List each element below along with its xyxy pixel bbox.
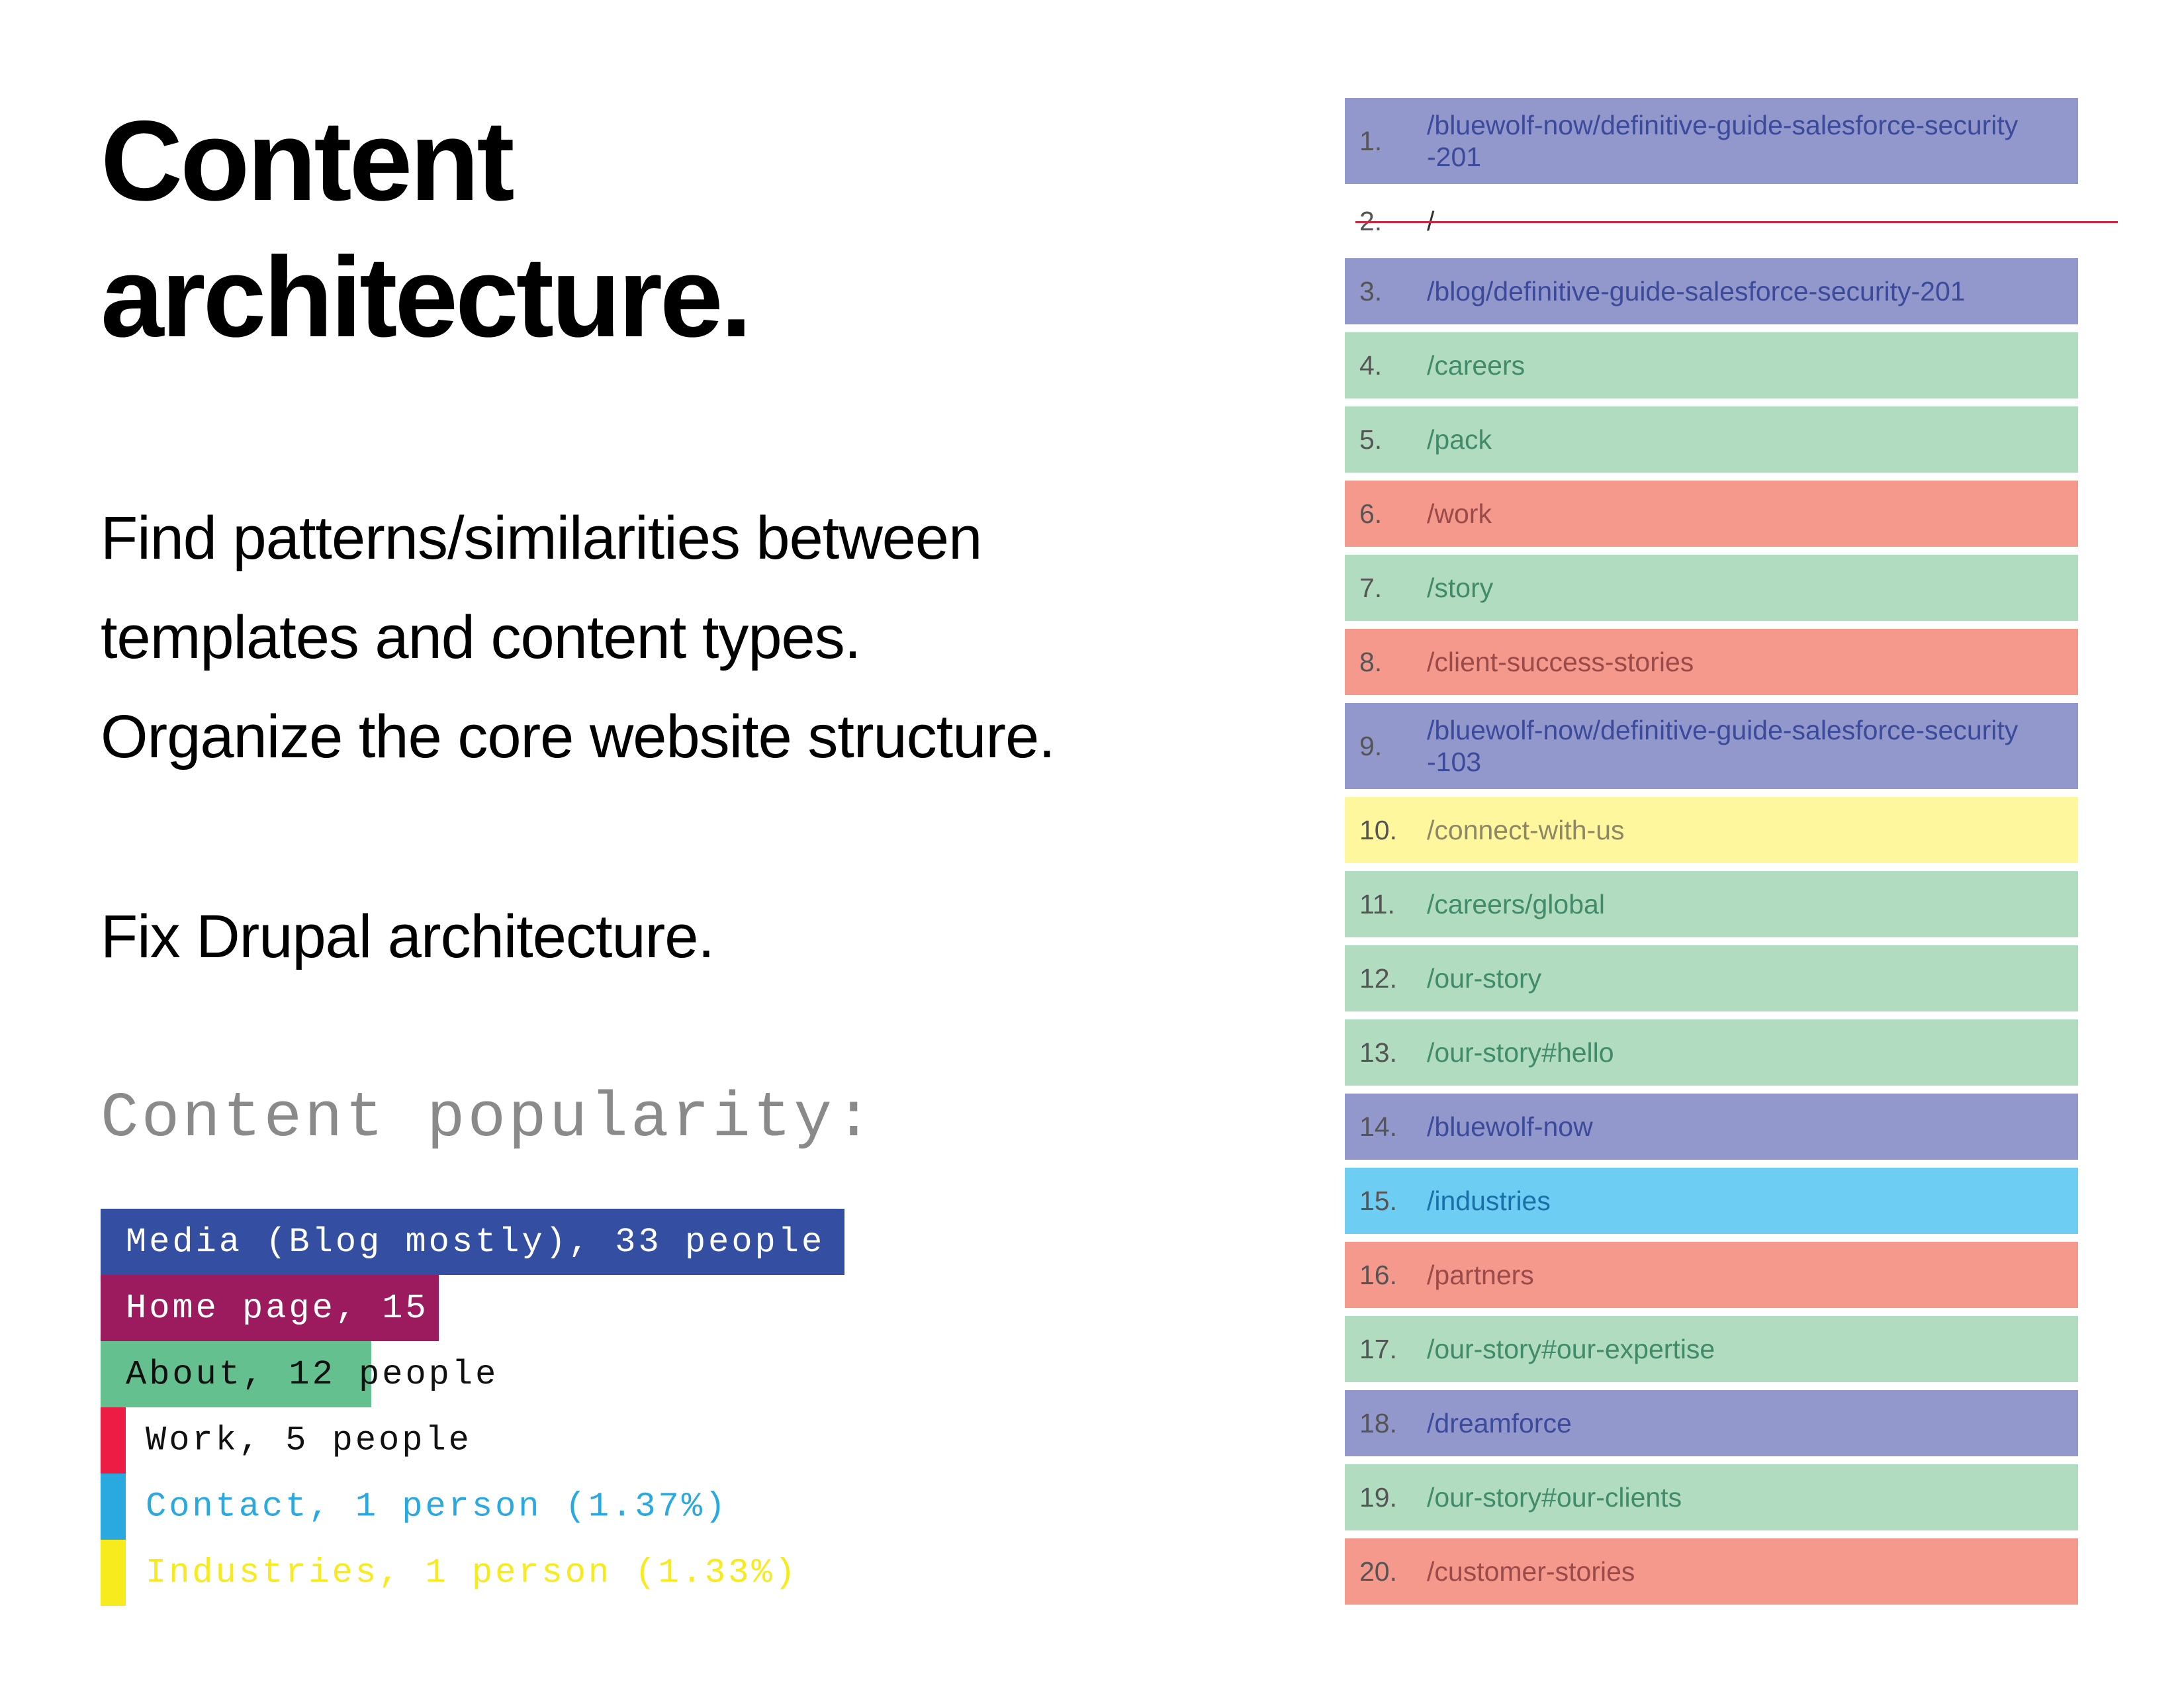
url-rank: 17.	[1359, 1333, 1397, 1364]
url-path: /our-story#our-expertise	[1427, 1334, 1715, 1364]
url-row: 14. /bluewolf-now	[1345, 1094, 2078, 1160]
description-line-3: Organize the core website structure.	[101, 703, 1056, 771]
url-path: /careers/global	[1427, 889, 1605, 919]
url-row: 3. /blog/definitive-guide-salesforce-secu…	[1345, 258, 2078, 324]
url-row: 18. /dreamforce	[1345, 1390, 2078, 1456]
popularity-bar: Contact, 1 person (1.37%)	[101, 1474, 725, 1540]
url-rank: 12.	[1359, 962, 1397, 994]
url-row: 15. /industries	[1345, 1168, 2078, 1234]
url-rank: 13.	[1359, 1037, 1397, 1068]
popularity-bar: Media (Blog mostly), 33 people	[101, 1209, 844, 1275]
popularity-bar: Industries, 1 person (1.33%)	[101, 1540, 796, 1606]
popularity-label: Work, 5 people	[146, 1421, 472, 1460]
url-row: 8. /client-success-stories	[1345, 629, 2078, 695]
url-rank: 11.	[1359, 888, 1395, 919]
popularity-row: Work, 5 people	[101, 1407, 895, 1474]
fix-statement: Fix Drupal architecture.	[101, 903, 715, 970]
url-rank: 6.	[1359, 498, 1383, 529]
description-line-1: Find patterns/similarities between	[101, 504, 982, 572]
popularity-chart: Media (Blog mostly), 33 people Home page,…	[101, 1209, 895, 1606]
strikethrough-line	[1355, 221, 2118, 223]
url-row: 12. /our-story	[1345, 945, 2078, 1011]
url-row: 2./	[1345, 192, 2118, 250]
description: Find patterns/similarities between templ…	[101, 489, 1056, 786]
popularity-bar: Work, 5 people	[101, 1407, 469, 1474]
url-rank: 3.	[1359, 275, 1383, 306]
url-row: 13. /our-story#hello	[1345, 1019, 2078, 1086]
url-rank: 5.	[1359, 424, 1383, 455]
url-path: /blog/definitive-guide-salesforce-securi…	[1427, 276, 1966, 306]
url-path: /bluewolf-now	[1427, 1111, 1593, 1142]
url-path: /story	[1427, 573, 1494, 603]
url-rank: 15.	[1359, 1185, 1397, 1216]
url-path: /customer-stories	[1427, 1556, 1635, 1587]
url-row: 10. /connect-with-us	[1345, 797, 2078, 863]
url-row: 1. /bluewolf-now/definitive-guide-salesfo…	[1345, 98, 2078, 184]
popularity-heading: Content popularity:	[101, 1082, 876, 1154]
url-row: 16. /partners	[1345, 1242, 2078, 1308]
url-rank: 18.	[1359, 1407, 1397, 1438]
url-path: /partners	[1427, 1260, 1534, 1290]
popularity-row: Contact, 1 person (1.37%)	[101, 1474, 895, 1540]
url-row: 7. /story	[1345, 555, 2078, 621]
title-line-1: Content	[101, 97, 515, 224]
description-line-2: templates and content types.	[101, 604, 861, 671]
url-path: /pack	[1427, 424, 1492, 455]
popularity-row: Industries, 1 person (1.33%)	[101, 1540, 895, 1606]
url-row: 5. /pack	[1345, 406, 2078, 473]
url-row: 9. /bluewolf-now/definitive-guide-salesfo…	[1345, 703, 2078, 789]
url-rank: 7.	[1359, 572, 1383, 603]
url-row: 20. /customer-stories	[1345, 1538, 2078, 1605]
url-row: 11. /careers/global	[1345, 871, 2078, 937]
url-row: 17. /our-story#our-expertise	[1345, 1316, 2078, 1382]
url-rank: 16.	[1359, 1259, 1397, 1290]
url-path: /work	[1427, 498, 1492, 529]
url-path: /client-success-stories	[1427, 647, 1694, 677]
url-row: 19. /our-story#our-clients	[1345, 1464, 2078, 1530]
url-path: /our-story	[1427, 963, 1542, 994]
url-path: /industries	[1427, 1186, 1551, 1216]
popularity-row: About, 12 people	[101, 1341, 895, 1407]
popularity-row: Home page, 15 people	[101, 1275, 895, 1341]
url-row: 6. /work	[1345, 481, 2078, 547]
url-rank: 14.	[1359, 1111, 1397, 1142]
popularity-label: Industries, 1 person (1.33%)	[146, 1553, 798, 1593]
page-title: Content architecture.	[101, 93, 752, 365]
url-rank: 4.	[1359, 350, 1383, 381]
popularity-label: About, 12 people	[126, 1354, 499, 1394]
url-path: /dreamforce	[1427, 1408, 1572, 1438]
url-rank: 10.	[1359, 814, 1397, 845]
url-rank: 19.	[1359, 1481, 1397, 1513]
url-path: /our-story#hello	[1427, 1037, 1614, 1068]
popularity-bar: About, 12 people	[101, 1341, 496, 1407]
url-rank: 1.	[1359, 125, 1383, 156]
url-list: 1. /bluewolf-now/definitive-guide-salesfo…	[1345, 98, 2118, 1613]
url-path: /connect-with-us	[1427, 815, 1625, 845]
url-path: /our-story#our-clients	[1427, 1482, 1682, 1513]
popularity-label: Media (Blog mostly), 33 people	[126, 1222, 825, 1262]
url-rank: 2.	[1359, 205, 1383, 236]
url-rank: 9.	[1359, 730, 1383, 761]
url-path: /bluewolf-now/definitive-guide-salesforc…	[1427, 110, 2019, 172]
popularity-label: Home page, 15 people	[126, 1288, 592, 1328]
popularity-bar: Home page, 15 people	[101, 1275, 589, 1341]
popularity-row: Media (Blog mostly), 33 people	[101, 1209, 895, 1275]
url-path: /bluewolf-now/definitive-guide-salesforc…	[1427, 715, 2019, 777]
title-line-2: architecture.	[101, 234, 752, 361]
url-rank: 20.	[1359, 1556, 1397, 1587]
url-row: 4. /careers	[1345, 332, 2078, 399]
url-path: /careers	[1427, 350, 1525, 381]
popularity-label: Contact, 1 person (1.37%)	[146, 1487, 729, 1526]
url-rank: 8.	[1359, 646, 1383, 677]
